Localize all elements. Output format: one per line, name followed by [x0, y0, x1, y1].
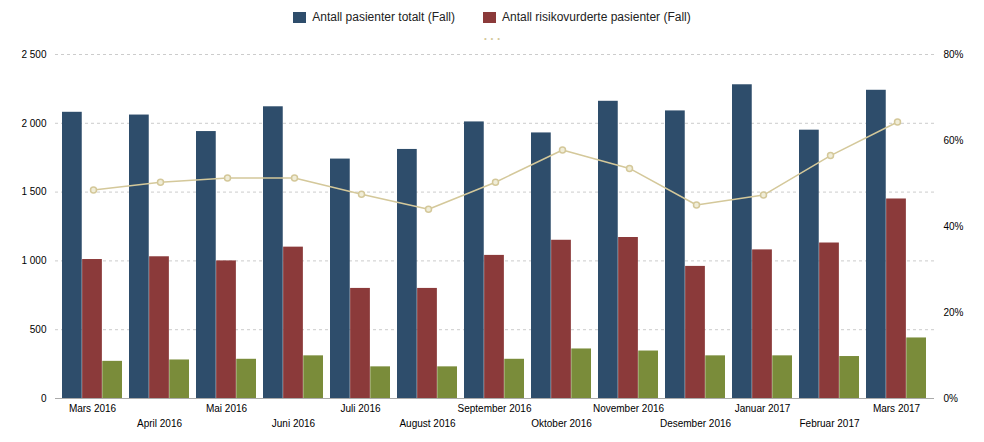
svg-text:Januar 2017: Januar 2017	[735, 403, 791, 414]
svg-text:September 2016: September 2016	[458, 403, 532, 414]
svg-text:1 500: 1 500	[21, 186, 46, 197]
svg-text:500: 500	[30, 324, 47, 335]
svg-text:20%: 20%	[944, 307, 964, 318]
svg-text:April 2016: April 2016	[137, 418, 182, 429]
svg-text:Desember 2016: Desember 2016	[660, 418, 732, 429]
svg-text:1 000: 1 000	[21, 255, 46, 266]
svg-text:2 000: 2 000	[21, 118, 46, 129]
svg-text:0: 0	[41, 393, 47, 404]
svg-text:0%: 0%	[944, 393, 959, 404]
svg-text:60%: 60%	[944, 135, 964, 146]
svg-text:Mars 2016: Mars 2016	[69, 403, 117, 414]
svg-text:August 2016: August 2016	[399, 418, 456, 429]
svg-text:Mars 2017: Mars 2017	[873, 403, 921, 414]
html-text:Antall pasienter totalt (Fall): Antall pasienter totalt (Fall)	[312, 10, 455, 24]
svg-text:2 500: 2 500	[21, 49, 46, 60]
svg-text:Mai 2016: Mai 2016	[206, 403, 248, 414]
svg-text:80%: 80%	[944, 49, 964, 60]
svg-text:November 2016: November 2016	[593, 403, 665, 414]
svg-text:40%: 40%	[944, 221, 964, 232]
svg-text:Februar 2017: Februar 2017	[799, 418, 859, 429]
svg-text:Juni 2016: Juni 2016	[272, 418, 316, 429]
svg-text:Juli 2016: Juli 2016	[340, 403, 380, 414]
html-text:Antall risikovurderte pasiente: Antall risikovurderte pasienter (Fall)	[502, 10, 691, 24]
svg-text:Oktober 2016: Oktober 2016	[531, 418, 592, 429]
